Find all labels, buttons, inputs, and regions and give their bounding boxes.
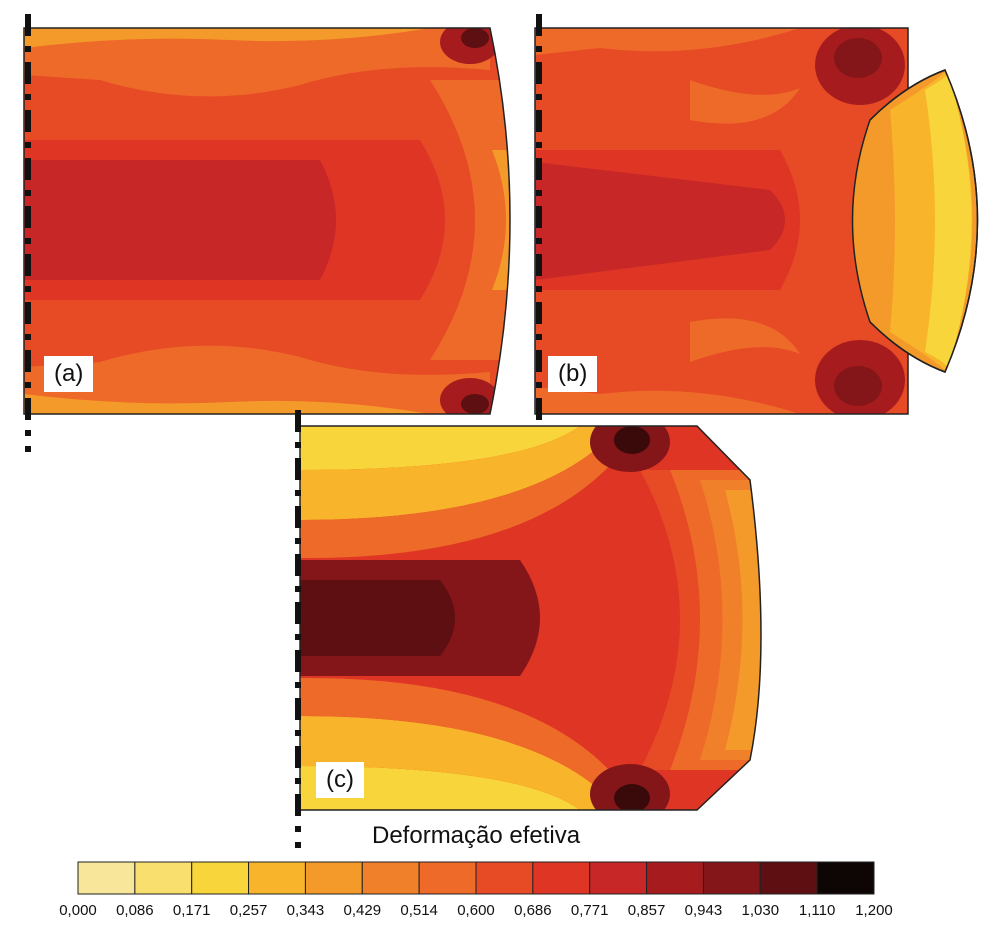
colorbar-tick-label: 0,857 [627, 902, 666, 919]
panel-c [295, 410, 762, 848]
panel-b [534, 14, 979, 452]
colorbar-swatch [646, 861, 704, 895]
panel-label-a: (a) [44, 356, 94, 392]
colorbar-swatch [702, 861, 761, 895]
colorbar-tick-label: 1,110 [798, 902, 836, 919]
colorbar-tick-label: 0,600 [457, 902, 495, 919]
colorbar-swatch [759, 861, 818, 895]
colorbar-swatch [361, 861, 420, 895]
colorbar-tick-label: 0,000 [59, 902, 97, 919]
colorbar-swatch [532, 861, 591, 895]
colorbar-tick-label: 0,343 [286, 902, 325, 919]
colorbar-swatch [191, 861, 250, 895]
colorbar-swatch [589, 861, 648, 895]
panel-label-b: (b) [548, 356, 598, 392]
panel-label-c: (c) [316, 762, 364, 798]
colorbar-tick-label: 0,686 [514, 902, 552, 919]
colorbar-swatch [418, 861, 477, 895]
colorbar [77, 861, 875, 895]
colorbar-swatch [134, 861, 193, 895]
colorbar-swatch [816, 861, 875, 895]
colorbar-title: Deformação efetiva [372, 822, 581, 849]
colorbar-tick-label: 0,429 [343, 902, 382, 919]
colorbar-tick-label: 0,257 [229, 902, 268, 919]
colorbar-tick-label: 0,171 [172, 902, 211, 919]
colorbar-tick-label: 1,200 [855, 902, 893, 919]
colorbar-tick-label: 1,030 [741, 902, 780, 919]
colorbar-swatch [77, 861, 136, 895]
colorbar-tick-label: 0,943 [684, 902, 723, 919]
colorbar-swatch [304, 861, 363, 895]
colorbar-tick-label: 0,514 [400, 902, 438, 919]
colorbar-swatch [248, 861, 306, 895]
colorbar-tick-label: 0,086 [116, 902, 154, 919]
panel-a [23, 14, 511, 452]
colorbar-tick-label: 0,771 [570, 902, 609, 919]
colorbar-swatch [475, 861, 534, 895]
